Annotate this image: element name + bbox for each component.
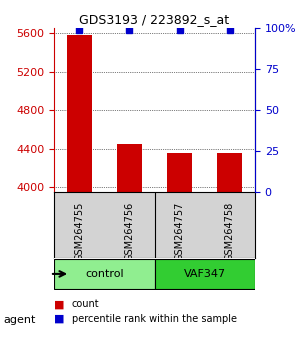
Text: VAF347: VAF347	[184, 269, 226, 279]
Text: GSM264755: GSM264755	[74, 202, 84, 261]
FancyBboxPatch shape	[54, 259, 154, 289]
Text: agent: agent	[3, 315, 35, 325]
Bar	[217, 153, 242, 192]
Bar	[67, 35, 92, 192]
Text: GSM264756: GSM264756	[124, 202, 134, 261]
FancyBboxPatch shape	[154, 259, 255, 289]
Text: control: control	[85, 269, 124, 279]
Text: count: count	[72, 299, 100, 309]
Text: ■: ■	[54, 314, 64, 324]
Title: GDS3193 / 223892_s_at: GDS3193 / 223892_s_at	[80, 13, 230, 26]
Text: ■: ■	[54, 299, 64, 309]
Text: GSM264758: GSM264758	[225, 202, 235, 261]
Bar	[167, 153, 192, 192]
Text: GSM264757: GSM264757	[175, 202, 184, 261]
Bar	[117, 144, 142, 192]
Text: percentile rank within the sample: percentile rank within the sample	[72, 314, 237, 324]
